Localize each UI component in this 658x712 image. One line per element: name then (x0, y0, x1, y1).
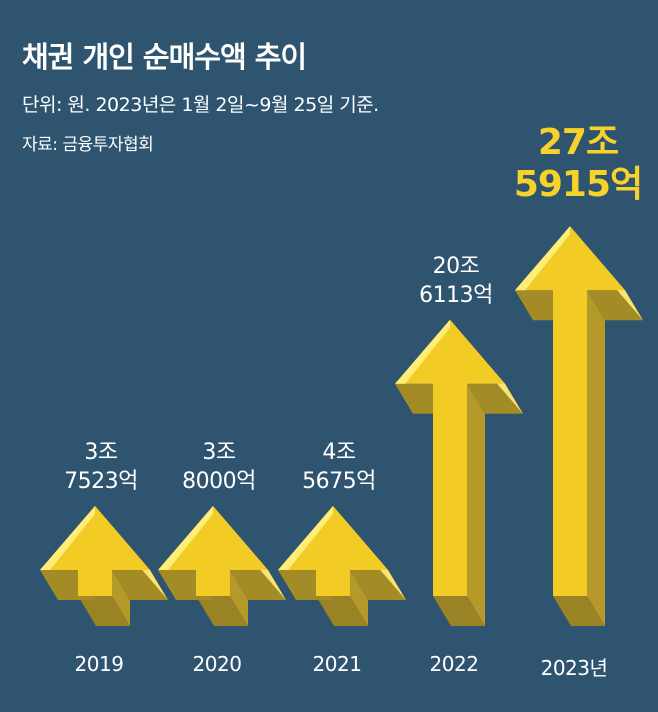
value-label-line: 6113억 (419, 282, 493, 308)
bar-bottom (553, 596, 605, 626)
category-label: 2019 (74, 652, 124, 676)
chart-subtitle: 단위: 원. 2023년은 1월 2일~9월 25일 기준. (22, 94, 379, 116)
category-label: 2021 (312, 652, 362, 676)
head-highlight (395, 319, 450, 384)
bar-side (230, 570, 248, 626)
chart-title: 채권 개인 순매수액 추이 (22, 40, 307, 74)
category-label: 2023년 (540, 656, 608, 680)
bar-arrow-2021 (278, 506, 406, 626)
head-highlight (158, 506, 213, 570)
chart-source: 자료: 금융투자협회 (22, 135, 154, 155)
bar-bottom (433, 596, 485, 626)
bar-side (350, 570, 368, 626)
head-highlight (515, 226, 570, 291)
bar-side (467, 383, 485, 626)
bar-front (278, 506, 388, 596)
bar-front (40, 506, 150, 596)
value-label-line: 3조 (202, 440, 236, 465)
bar-bottom (196, 596, 248, 626)
value-label-line: 5675억 (302, 469, 376, 494)
bar-side (587, 290, 605, 626)
bar-front (395, 319, 505, 596)
value-label-2019: 3조 7523억 (64, 438, 138, 496)
value-label-line: 20조 (432, 253, 480, 279)
value-label-line: 5915억 (513, 164, 643, 206)
bar-front (515, 226, 625, 596)
head-highlight (278, 506, 333, 570)
value-label-2022: 20조 6113억 (419, 252, 493, 310)
category-label: 2020 (192, 652, 242, 676)
bar-side (112, 570, 130, 626)
bar-bottom (316, 596, 368, 626)
value-label-2020: 3조 8000억 (182, 438, 256, 496)
bar-bottom (78, 596, 130, 626)
bar-front (158, 506, 268, 596)
bar-arrow-2019 (40, 506, 168, 626)
head-highlight (40, 506, 95, 570)
value-label-2023년: 27조 5915억 (513, 122, 643, 206)
value-label-line: 3조 (84, 440, 118, 465)
bar-arrow-2020 (158, 506, 286, 626)
value-label-line: 7523억 (64, 469, 138, 494)
value-label-line: 27조 (537, 122, 619, 164)
bar-arrow-2022 (395, 319, 523, 626)
bar-arrow-2023년 (515, 226, 643, 626)
value-label-line: 4조 (322, 440, 356, 465)
value-label-2021: 4조 5675억 (302, 438, 376, 496)
value-label-line: 8000억 (182, 469, 256, 494)
category-label: 2022 (429, 652, 479, 676)
